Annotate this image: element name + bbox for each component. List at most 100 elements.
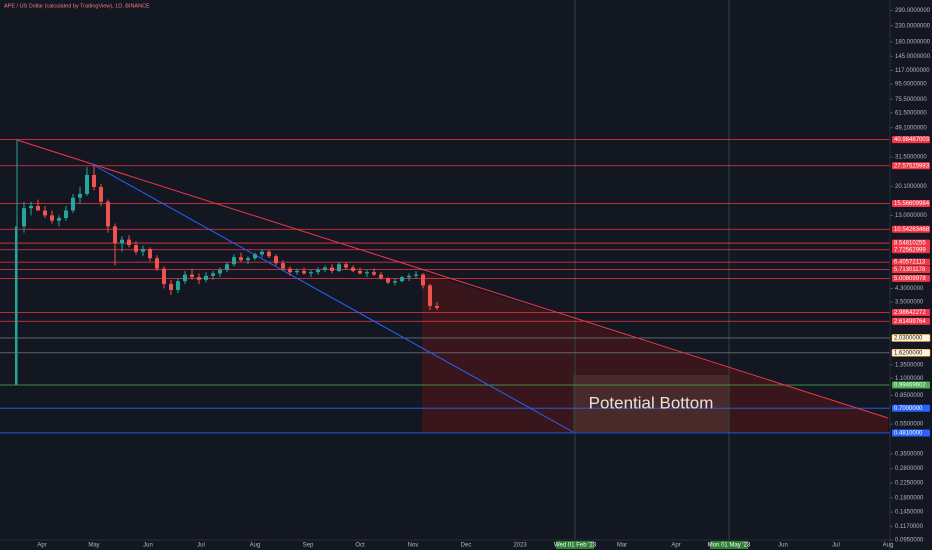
level-label: 5.00809978 bbox=[894, 276, 926, 282]
candle-body bbox=[421, 274, 425, 286]
candle-body bbox=[127, 239, 131, 246]
x-tick-label: May bbox=[88, 543, 99, 549]
candle-body bbox=[211, 273, 215, 276]
trendline bbox=[16, 139, 889, 419]
candle-body bbox=[386, 278, 390, 283]
candle-body bbox=[64, 210, 68, 218]
level-tag bbox=[892, 162, 930, 170]
candle-body bbox=[351, 267, 355, 271]
level-label: 27.57525983 bbox=[894, 163, 930, 169]
candle-body bbox=[428, 285, 432, 306]
candle-body bbox=[176, 281, 180, 290]
candle-body bbox=[316, 269, 320, 273]
level-label: 0.99469602 bbox=[894, 383, 926, 389]
y-tick-label: 290.0000000 bbox=[895, 8, 931, 14]
candle-body bbox=[204, 275, 208, 280]
y-tick-label: 0.1450000 bbox=[895, 510, 924, 516]
level-label: 5.71301178 bbox=[894, 267, 926, 273]
candle-body bbox=[22, 208, 26, 227]
y-tick-label: 0.0950000 bbox=[895, 538, 924, 544]
drawings bbox=[422, 0, 888, 540]
candle-body bbox=[400, 277, 404, 282]
level-label: 2.61499764 bbox=[894, 319, 926, 325]
level-tag bbox=[892, 266, 930, 274]
candles bbox=[15, 139, 439, 385]
y-tick-label: 13.0000000 bbox=[895, 213, 927, 219]
y-tick-label: 0.8500000 bbox=[895, 393, 924, 399]
level-tag bbox=[892, 246, 930, 254]
y-tick-label: 31.5000000 bbox=[895, 155, 927, 161]
candle-body bbox=[134, 245, 138, 252]
x-tick-label: Aug bbox=[250, 543, 261, 549]
y-tick-label: 0.1800000 bbox=[895, 495, 924, 501]
level-tag bbox=[892, 239, 930, 247]
x-tick-label: Jun bbox=[143, 543, 153, 549]
candle-body bbox=[71, 197, 75, 211]
level-label: 0.4810000 bbox=[894, 431, 923, 437]
level-tag bbox=[892, 225, 930, 233]
level-tag bbox=[892, 429, 930, 437]
chart-title: APE / US Dollar (calculated by TradingVi… bbox=[4, 3, 150, 9]
cursor-label: Wed 01 Feb '23 bbox=[554, 543, 597, 549]
candle-body bbox=[183, 274, 187, 282]
candle-body bbox=[99, 186, 103, 202]
level-label: 2.0300000 bbox=[894, 336, 923, 342]
x-tick-label: Jun bbox=[778, 543, 788, 549]
y-tick-label: 180.0000000 bbox=[895, 40, 931, 46]
y-tick-label: 0.3500000 bbox=[895, 452, 924, 458]
candle-body bbox=[358, 270, 362, 274]
trendlines bbox=[16, 139, 889, 433]
candle-body bbox=[36, 205, 40, 211]
level-tag bbox=[891, 334, 931, 342]
y-tick-label: 0.1170000 bbox=[895, 524, 924, 530]
level-tag bbox=[891, 349, 931, 357]
candle-body bbox=[15, 226, 17, 385]
y-tick-label: 75.5000000 bbox=[895, 97, 927, 103]
candle-body bbox=[78, 193, 82, 198]
level-tag bbox=[892, 308, 930, 316]
x-tick-label: Jul bbox=[832, 543, 840, 549]
level-label: 8.54810255 bbox=[894, 241, 926, 247]
level-tag bbox=[892, 404, 930, 412]
candle-body bbox=[85, 174, 89, 194]
y-tick-label: 95.0000000 bbox=[895, 82, 927, 88]
x-tick-label: Apr bbox=[671, 543, 680, 549]
candle-body bbox=[113, 226, 117, 244]
level-tag bbox=[892, 258, 930, 266]
candle-body bbox=[162, 268, 166, 284]
y-tick-label: 230.0000000 bbox=[895, 23, 931, 29]
x-tick-label: Nov bbox=[408, 543, 419, 549]
candle-body bbox=[155, 258, 159, 269]
candle-body bbox=[148, 249, 152, 259]
y-tick-label: 1.1000000 bbox=[895, 376, 924, 382]
levels bbox=[0, 139, 890, 434]
candle-body bbox=[260, 251, 264, 255]
level-tag bbox=[892, 381, 930, 389]
candle-body bbox=[435, 305, 439, 308]
candle-body bbox=[379, 274, 383, 279]
x-tick-label: Apr bbox=[37, 543, 46, 549]
candle-body bbox=[253, 254, 257, 259]
candle-body bbox=[57, 217, 61, 221]
level-label: 1.6200000 bbox=[894, 350, 923, 356]
candle-body bbox=[323, 267, 327, 270]
y-tick-label: 0.2250000 bbox=[895, 481, 924, 487]
candle-body bbox=[372, 272, 376, 275]
cursor-tag bbox=[710, 541, 748, 549]
level-tag bbox=[892, 274, 930, 282]
level-tag bbox=[892, 200, 930, 208]
y-tick-label: 117.0000000 bbox=[895, 68, 930, 74]
x-tick-label: Oct bbox=[355, 543, 365, 549]
level-label: 15.56609984 bbox=[894, 201, 930, 207]
level-label: 7.72562999 bbox=[894, 247, 926, 253]
candle-body bbox=[274, 256, 278, 264]
candle-body bbox=[92, 174, 96, 187]
level-tag bbox=[892, 317, 930, 325]
y-tick-label: 0.5500000 bbox=[895, 422, 924, 428]
candle-body bbox=[197, 277, 201, 280]
y-tick-label: 1.3500000 bbox=[895, 362, 924, 368]
level-label: 0.7000000 bbox=[894, 406, 923, 412]
candle-body bbox=[281, 263, 285, 269]
candle-body bbox=[29, 205, 33, 209]
